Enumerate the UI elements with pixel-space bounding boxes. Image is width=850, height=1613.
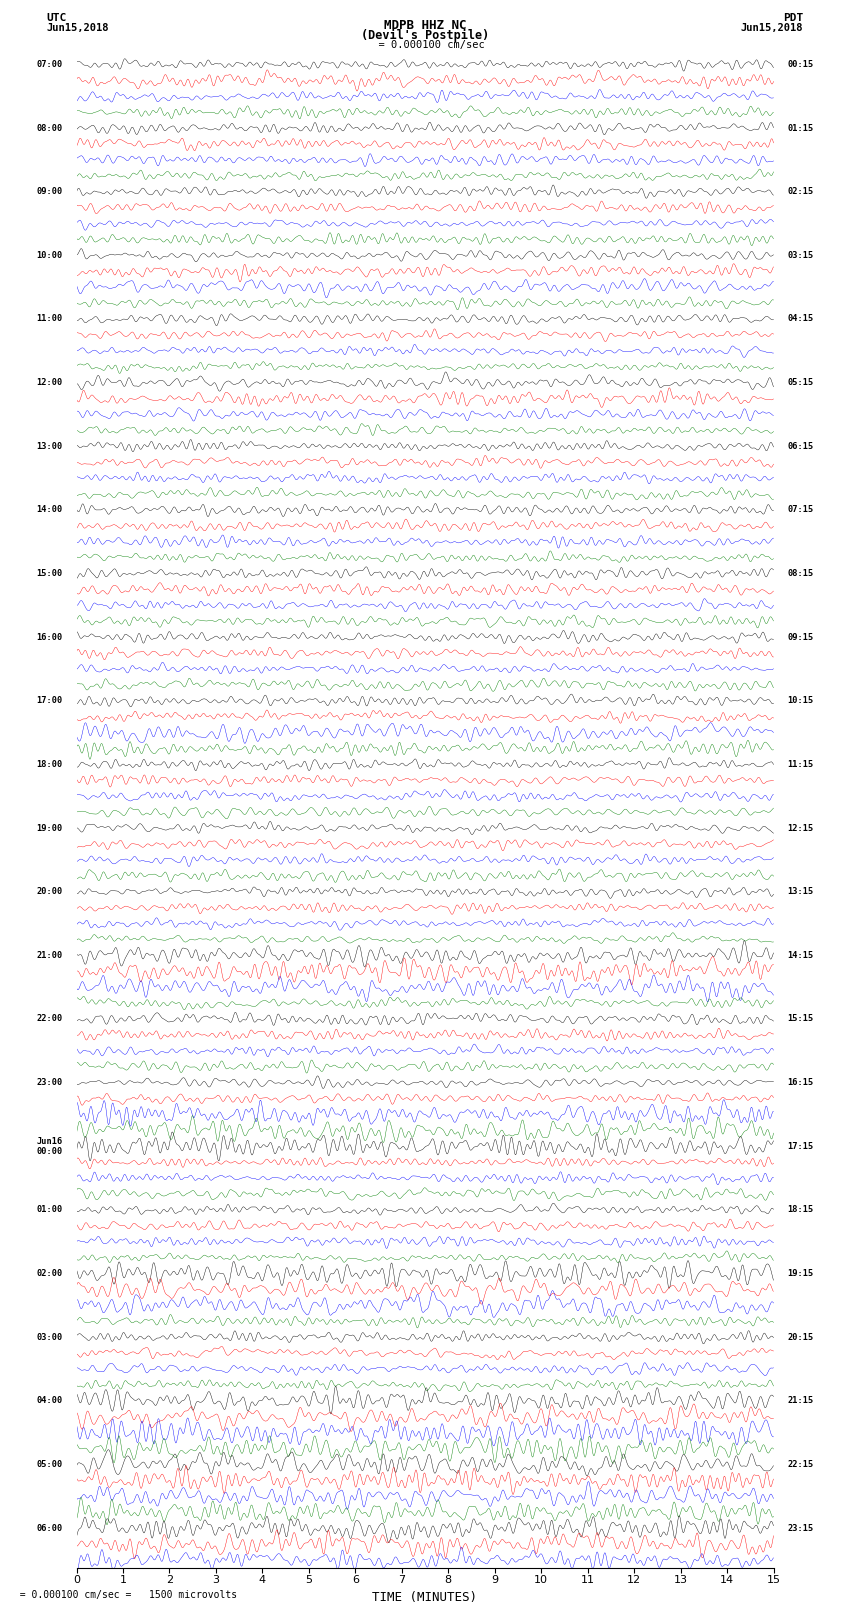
Text: 12:15: 12:15 bbox=[787, 824, 813, 832]
Text: 06:00: 06:00 bbox=[37, 1524, 63, 1532]
Text: 05:15: 05:15 bbox=[787, 377, 813, 387]
Text: 06:15: 06:15 bbox=[787, 442, 813, 450]
Text: 15:15: 15:15 bbox=[787, 1015, 813, 1024]
Text: 13:15: 13:15 bbox=[787, 887, 813, 897]
Text: 20:15: 20:15 bbox=[787, 1332, 813, 1342]
Text: 14:00: 14:00 bbox=[37, 505, 63, 515]
Text: 20:00: 20:00 bbox=[37, 887, 63, 897]
Text: = 0.000100 cm/sec =   1500 microvolts: = 0.000100 cm/sec = 1500 microvolts bbox=[8, 1590, 238, 1600]
Text: 21:15: 21:15 bbox=[787, 1397, 813, 1405]
Text: 01:00: 01:00 bbox=[37, 1205, 63, 1215]
Text: 15:00: 15:00 bbox=[37, 569, 63, 577]
Text: 07:00: 07:00 bbox=[37, 60, 63, 69]
Text: Jun16
00:00: Jun16 00:00 bbox=[37, 1137, 63, 1157]
Text: 05:00: 05:00 bbox=[37, 1460, 63, 1469]
Text: 17:15: 17:15 bbox=[787, 1142, 813, 1150]
Text: 16:00: 16:00 bbox=[37, 632, 63, 642]
Text: Jun15,2018: Jun15,2018 bbox=[740, 23, 803, 32]
Text: 09:15: 09:15 bbox=[787, 632, 813, 642]
X-axis label: TIME (MINUTES): TIME (MINUTES) bbox=[372, 1590, 478, 1603]
Text: (Devil's Postpile): (Devil's Postpile) bbox=[361, 29, 489, 42]
Text: 00:15: 00:15 bbox=[787, 60, 813, 69]
Text: Jun15,2018: Jun15,2018 bbox=[47, 23, 110, 32]
Text: 19:15: 19:15 bbox=[787, 1269, 813, 1277]
Text: 23:00: 23:00 bbox=[37, 1077, 63, 1087]
Text: 10:15: 10:15 bbox=[787, 697, 813, 705]
Text: 12:00: 12:00 bbox=[37, 377, 63, 387]
Text: 03:15: 03:15 bbox=[787, 250, 813, 260]
Text: UTC: UTC bbox=[47, 13, 67, 23]
Text: MDPB HHZ NC: MDPB HHZ NC bbox=[383, 19, 467, 32]
Text: 02:15: 02:15 bbox=[787, 187, 813, 197]
Text: 22:00: 22:00 bbox=[37, 1015, 63, 1024]
Text: 14:15: 14:15 bbox=[787, 950, 813, 960]
Text: 18:15: 18:15 bbox=[787, 1205, 813, 1215]
Text: 03:00: 03:00 bbox=[37, 1332, 63, 1342]
Text: PDT: PDT bbox=[783, 13, 803, 23]
Text: = 0.000100 cm/sec: = 0.000100 cm/sec bbox=[366, 40, 484, 50]
Text: 21:00: 21:00 bbox=[37, 950, 63, 960]
Text: 13:00: 13:00 bbox=[37, 442, 63, 450]
Text: 22:15: 22:15 bbox=[787, 1460, 813, 1469]
Text: 04:15: 04:15 bbox=[787, 315, 813, 324]
Text: 09:00: 09:00 bbox=[37, 187, 63, 197]
Text: 01:15: 01:15 bbox=[787, 124, 813, 132]
Text: 23:15: 23:15 bbox=[787, 1524, 813, 1532]
Text: 17:00: 17:00 bbox=[37, 697, 63, 705]
Text: 16:15: 16:15 bbox=[787, 1077, 813, 1087]
Text: 02:00: 02:00 bbox=[37, 1269, 63, 1277]
Text: 18:00: 18:00 bbox=[37, 760, 63, 769]
Text: 08:00: 08:00 bbox=[37, 124, 63, 132]
Text: 19:00: 19:00 bbox=[37, 824, 63, 832]
Text: 11:00: 11:00 bbox=[37, 315, 63, 324]
Text: 10:00: 10:00 bbox=[37, 250, 63, 260]
Text: 08:15: 08:15 bbox=[787, 569, 813, 577]
Text: 07:15: 07:15 bbox=[787, 505, 813, 515]
Text: 11:15: 11:15 bbox=[787, 760, 813, 769]
Text: 04:00: 04:00 bbox=[37, 1397, 63, 1405]
